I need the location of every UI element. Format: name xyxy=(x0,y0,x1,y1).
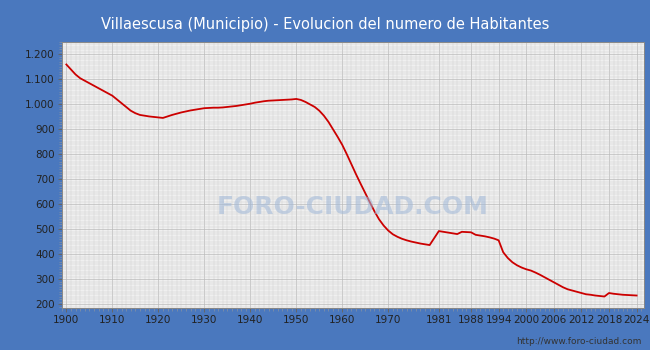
Text: Villaescusa (Municipio) - Evolucion del numero de Habitantes: Villaescusa (Municipio) - Evolucion del … xyxy=(101,17,549,32)
Text: http://www.foro-ciudad.com: http://www.foro-ciudad.com xyxy=(516,337,642,346)
Text: FORO-CIUDAD.COM: FORO-CIUDAD.COM xyxy=(216,195,489,219)
